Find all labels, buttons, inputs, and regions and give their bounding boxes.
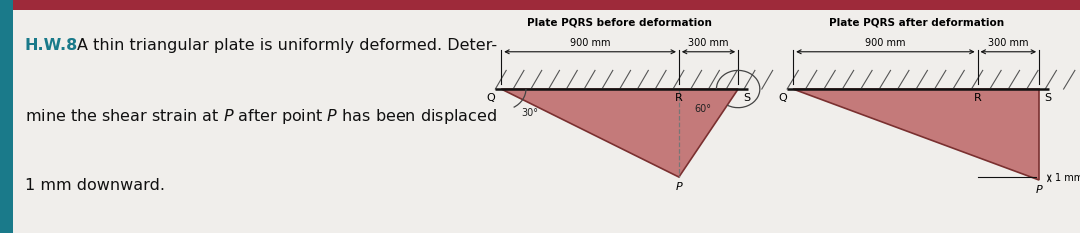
Text: 300 mm: 300 mm xyxy=(988,38,1028,48)
Text: R: R xyxy=(675,93,683,103)
Text: 900 mm: 900 mm xyxy=(865,38,906,48)
Text: 1 mm: 1 mm xyxy=(1055,173,1080,183)
Text: 30°: 30° xyxy=(521,108,538,118)
Text: H.W.8: H.W.8 xyxy=(25,38,78,53)
Text: R: R xyxy=(974,93,982,103)
Text: S: S xyxy=(1044,93,1051,103)
Text: 300 mm: 300 mm xyxy=(688,38,729,48)
Text: Q: Q xyxy=(487,93,496,103)
Text: A thin triangular plate is uniformly deformed. Deter-: A thin triangular plate is uniformly def… xyxy=(77,38,497,53)
Text: 900 mm: 900 mm xyxy=(570,38,610,48)
Text: mine the shear strain at $P$ after point $P$ has been displaced: mine the shear strain at $P$ after point… xyxy=(25,107,497,126)
Text: 60°: 60° xyxy=(694,104,712,114)
Text: P: P xyxy=(1036,185,1042,195)
Text: S: S xyxy=(743,93,751,103)
Polygon shape xyxy=(501,89,738,177)
Text: P: P xyxy=(675,182,683,192)
Polygon shape xyxy=(793,89,1039,180)
Text: Q: Q xyxy=(779,93,787,103)
Text: Plate PQRS after deformation: Plate PQRS after deformation xyxy=(828,18,1003,28)
Text: 1 mm downward.: 1 mm downward. xyxy=(25,178,165,193)
Text: Plate PQRS before deformation: Plate PQRS before deformation xyxy=(527,18,712,28)
